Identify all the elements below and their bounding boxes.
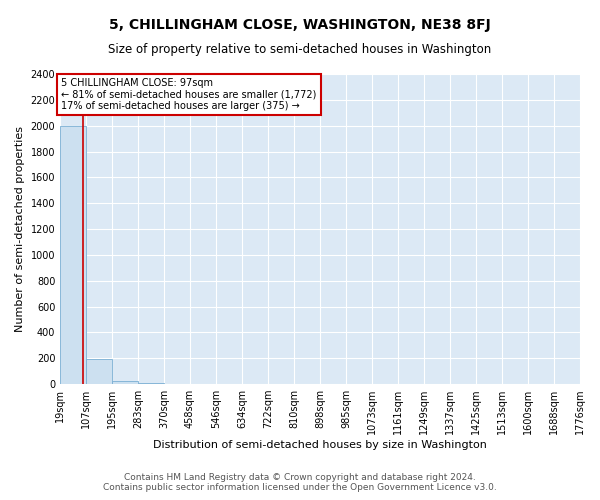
Text: 5, CHILLINGHAM CLOSE, WASHINGTON, NE38 8FJ: 5, CHILLINGHAM CLOSE, WASHINGTON, NE38 8… (109, 18, 491, 32)
Text: Size of property relative to semi-detached houses in Washington: Size of property relative to semi-detach… (109, 42, 491, 56)
Text: Contains HM Land Registry data © Crown copyright and database right 2024.
Contai: Contains HM Land Registry data © Crown c… (103, 473, 497, 492)
Bar (86, 359, 112, 384)
Bar (112, 381, 138, 384)
Y-axis label: Number of semi-detached properties: Number of semi-detached properties (15, 126, 25, 332)
X-axis label: Distribution of semi-detached houses by size in Washington: Distribution of semi-detached houses by … (153, 440, 487, 450)
Text: 5 CHILLINGHAM CLOSE: 97sqm
← 81% of semi-detached houses are smaller (1,772)
17%: 5 CHILLINGHAM CLOSE: 97sqm ← 81% of semi… (61, 78, 317, 111)
Bar (60, 126, 86, 384)
